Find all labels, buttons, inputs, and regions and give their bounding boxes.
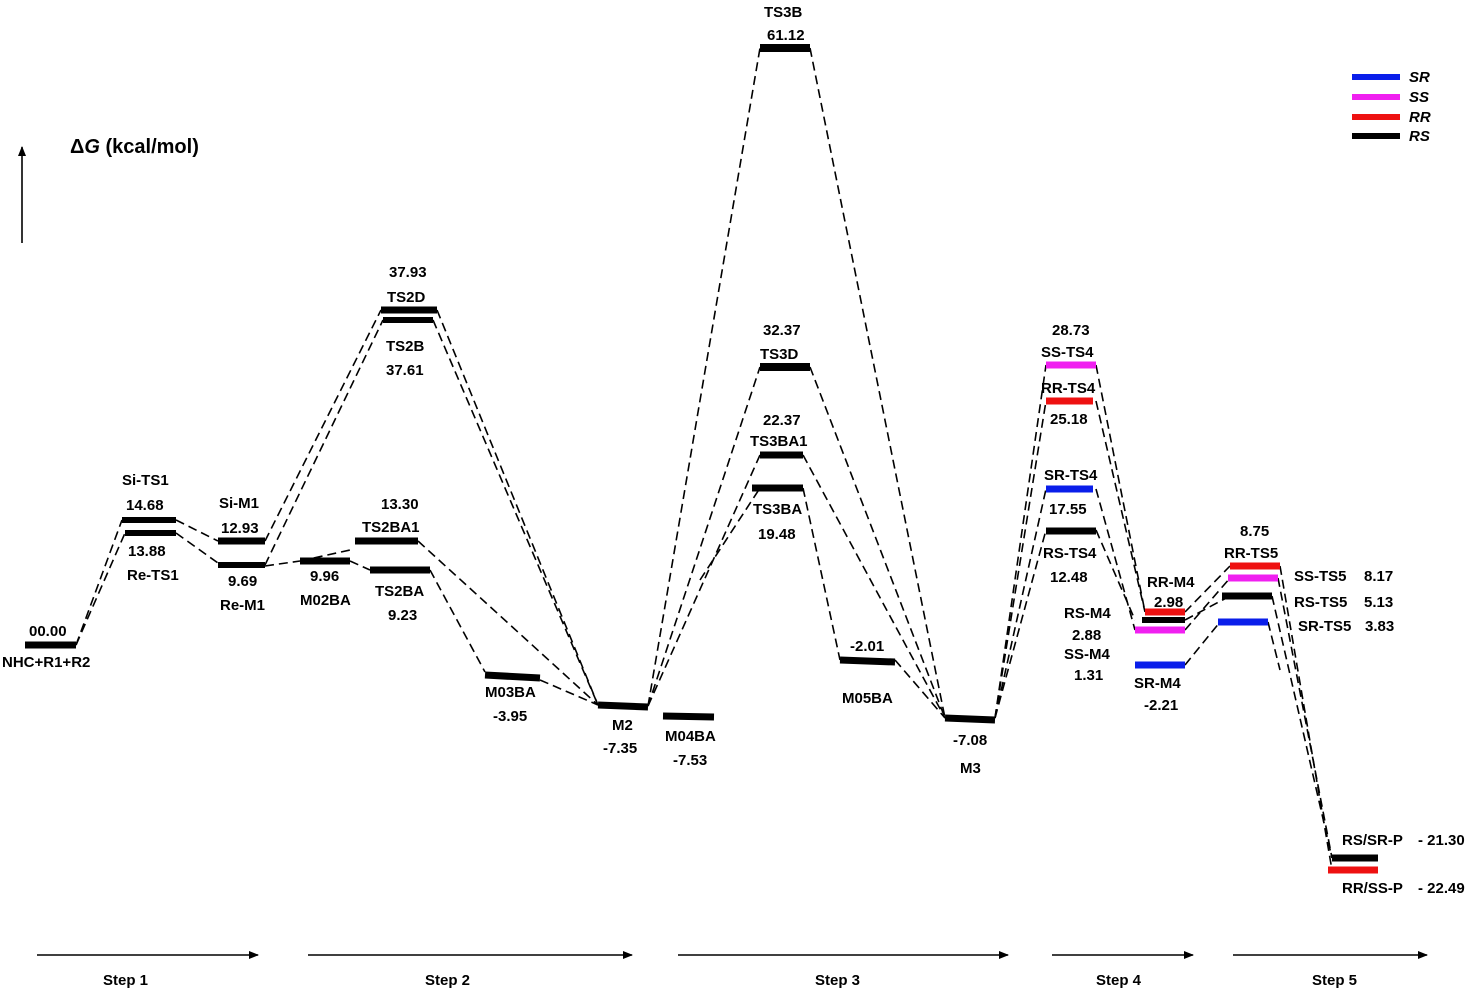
label-si-m1: Si-M1 bbox=[219, 495, 259, 512]
level-m04ba bbox=[662, 712, 715, 721]
axis-title: ΔG (kcal/mol) bbox=[70, 136, 199, 158]
label-reactant-value: 00.00 bbox=[29, 623, 67, 640]
label-rs-ts5: RS-TS5 bbox=[1294, 594, 1347, 611]
label-ts2b: TS2B bbox=[386, 338, 425, 355]
label-ss-ts4: SS-TS4 bbox=[1041, 344, 1094, 361]
label-sr-ts5: SR-TS5 bbox=[1298, 618, 1351, 635]
label-rs-sr-p: RS/SR-P bbox=[1342, 832, 1403, 849]
step-5-label: Step 5 bbox=[1312, 972, 1357, 989]
label-sr-ts4: SR-TS4 bbox=[1044, 467, 1098, 484]
label-si-ts1-value: 14.68 bbox=[126, 497, 164, 514]
label-ts2ba-value: 9.23 bbox=[388, 607, 417, 624]
label-rs-ts4: RS-TS4 bbox=[1043, 545, 1097, 562]
label-rr-ss-p: RR/SS-P bbox=[1342, 880, 1403, 897]
label-m2-value: -7.35 bbox=[603, 740, 637, 757]
label-m2: M2 bbox=[612, 717, 633, 734]
label-rs-sr-p-value: - 21.30 bbox=[1418, 832, 1465, 849]
label-m02ba-value: 9.96 bbox=[310, 568, 339, 585]
label-reactant: NHC+R1+R2 bbox=[2, 654, 90, 671]
label-m03ba-value: -3.95 bbox=[493, 708, 527, 725]
label-ss-ts4-value: 28.73 bbox=[1052, 322, 1090, 339]
legend-label-rr: RR bbox=[1409, 109, 1431, 126]
label-rr-ts4-value: 25.18 bbox=[1050, 411, 1088, 428]
label-ts3ba1: TS3BA1 bbox=[750, 433, 808, 450]
label-ts3d: TS3D bbox=[760, 346, 799, 363]
connector-lines bbox=[75, 47, 1333, 871]
label-rr-m4: RR-M4 bbox=[1147, 574, 1195, 591]
label-sr-ts4-value: 17.55 bbox=[1049, 501, 1087, 518]
energy-levels bbox=[25, 44, 1378, 874]
label-rr-ts4: RR-TS4 bbox=[1041, 380, 1096, 397]
legend: SR SS RR RS bbox=[1352, 69, 1431, 145]
label-ts2b-value: 37.61 bbox=[386, 362, 424, 379]
label-si-m1-value: 12.93 bbox=[221, 520, 259, 537]
label-sr-m4: SR-M4 bbox=[1134, 675, 1181, 692]
label-ss-m4: SS-M4 bbox=[1064, 646, 1111, 663]
step-2-label: Step 2 bbox=[425, 972, 470, 989]
label-ss-m4-value: 1.31 bbox=[1074, 667, 1103, 684]
step-arrows: Step 1 Step 2 Step 3 Step 4 Step 5 bbox=[37, 951, 1428, 989]
step-3-label: Step 3 bbox=[815, 972, 860, 989]
legend-label-rs: RS bbox=[1409, 128, 1430, 145]
label-re-m1-value: 9.69 bbox=[228, 573, 257, 590]
label-ts2ba1: TS2BA1 bbox=[362, 519, 420, 536]
label-ts2ba: TS2BA bbox=[375, 583, 424, 600]
label-ts3ba: TS3BA bbox=[753, 501, 802, 518]
legend-label-ss: SS bbox=[1409, 89, 1429, 106]
label-rs-m4: RS-M4 bbox=[1064, 605, 1111, 622]
level-labels: 00.00 NHC+R1+R2 Si-TS1 14.68 13.88 Re-TS… bbox=[2, 4, 1465, 897]
label-ss-ts5: SS-TS5 bbox=[1294, 568, 1347, 585]
label-re-ts1-value: 13.88 bbox=[128, 543, 166, 560]
label-ts3ba1-value: 22.37 bbox=[763, 412, 801, 429]
label-ts2d-value: 37.93 bbox=[389, 264, 427, 281]
label-ts3d-value: 32.37 bbox=[763, 322, 801, 339]
label-rr-ss-p-value: - 22.49 bbox=[1418, 880, 1465, 897]
label-rs-ts4-value: 12.48 bbox=[1050, 569, 1088, 586]
label-rr-ts5: RR-TS5 bbox=[1224, 545, 1278, 562]
level-m2 bbox=[597, 701, 649, 711]
label-sr-ts5-value: 3.83 bbox=[1365, 618, 1394, 635]
label-sr-m4-value: -2.21 bbox=[1144, 697, 1178, 714]
label-ts2d: TS2D bbox=[387, 289, 426, 306]
label-re-ts1: Re-TS1 bbox=[127, 567, 179, 584]
label-ts3b: TS3B bbox=[764, 4, 803, 21]
label-ts2ba1-value: 13.30 bbox=[381, 496, 419, 513]
legend-label-sr: SR bbox=[1409, 69, 1430, 86]
label-rr-ts5-value: 8.75 bbox=[1240, 523, 1269, 540]
step-4-label: Step 4 bbox=[1096, 972, 1142, 989]
label-ts3b-value: 61.12 bbox=[767, 27, 805, 44]
label-ts3ba-value: 19.48 bbox=[758, 526, 796, 543]
level-m05ba bbox=[839, 656, 896, 666]
step-1-label: Step 1 bbox=[103, 972, 148, 989]
label-rr-m4-value: 2.98 bbox=[1154, 594, 1183, 611]
label-m04ba-value: -7.53 bbox=[673, 752, 707, 769]
label-re-m1: Re-M1 bbox=[220, 597, 265, 614]
label-m05ba: M05BA bbox=[842, 690, 893, 707]
label-rs-m4-value: 2.88 bbox=[1072, 627, 1101, 644]
label-m04ba: M04BA bbox=[665, 728, 716, 745]
label-m03ba: M03BA bbox=[485, 684, 536, 701]
label-ss-ts5-value: 8.17 bbox=[1364, 568, 1393, 585]
label-m3: M3 bbox=[960, 760, 981, 777]
level-m03ba bbox=[484, 671, 541, 682]
label-m3-value: -7.08 bbox=[953, 732, 987, 749]
label-m05ba-value: -2.01 bbox=[850, 638, 884, 655]
label-rs-ts5-value: 5.13 bbox=[1364, 594, 1393, 611]
label-si-ts1: Si-TS1 bbox=[122, 472, 169, 489]
level-m3 bbox=[944, 714, 996, 724]
label-m02ba: M02BA bbox=[300, 592, 351, 609]
